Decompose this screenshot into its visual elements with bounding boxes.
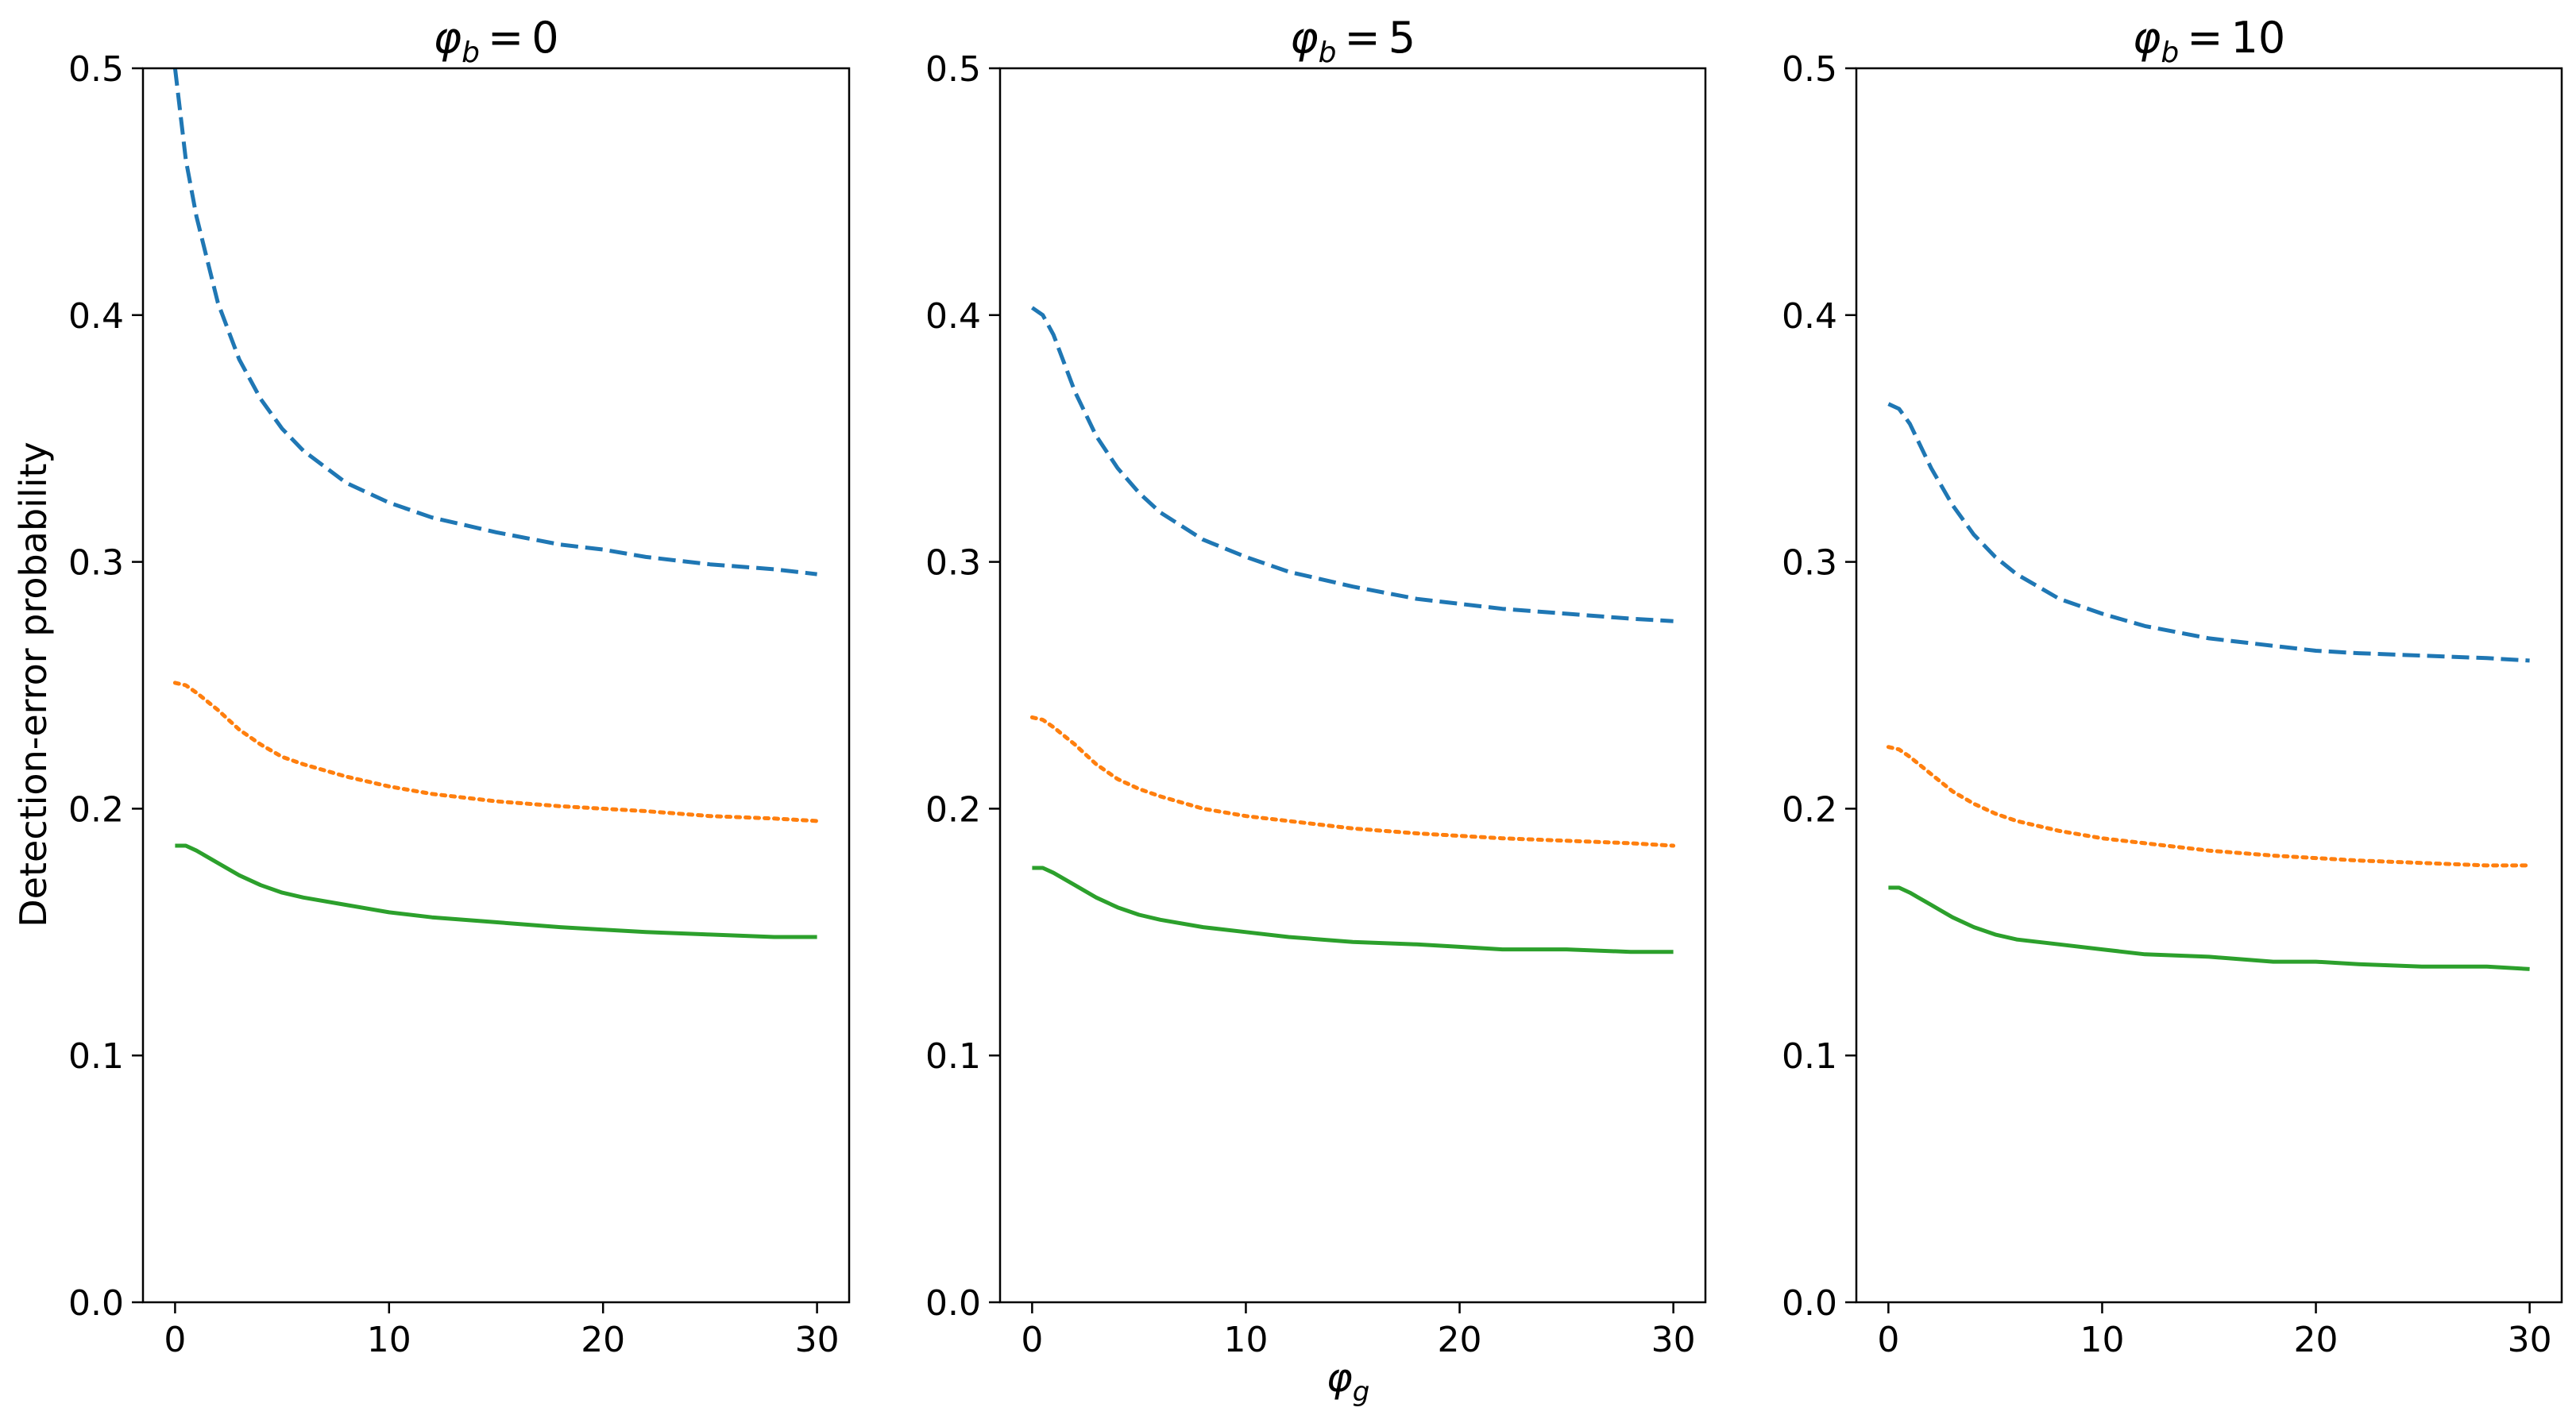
panel-1-ytick-label-0: 0.0 xyxy=(925,1283,981,1324)
panel-2-frame xyxy=(1855,67,2563,1304)
x-axis-label-subscript: g xyxy=(1353,1376,1370,1408)
panel-2-title: φb = 10 xyxy=(2133,13,2285,69)
panel-0-title-symbol: φ xyxy=(433,13,462,63)
panel-2-title-value: 10 xyxy=(2231,13,2286,63)
panel-1-xtick-label-0: 0 xyxy=(1021,1320,1043,1360)
panel-0-title-value: 0 xyxy=(531,13,558,63)
panel-0-xtick-label-0: 0 xyxy=(164,1320,186,1360)
panel-2-xtick-label-2: 20 xyxy=(2294,1320,2338,1360)
panel-1-series-2-line xyxy=(1032,866,1674,954)
panel-0-frame xyxy=(141,67,851,1304)
panel-1: 0.0 0.1 0.2 0.3 0.4 0.5 0 10 20 30 φb = 5 xyxy=(925,13,1707,1360)
panel-2-xtick-label-3: 30 xyxy=(2508,1320,2552,1360)
panel-0-ytick-label-1: 0.1 xyxy=(68,1036,124,1077)
panel-1-series-1-line xyxy=(1029,715,1676,848)
panel-2-series-2-line xyxy=(1888,885,2530,971)
panel-1-ytick-label-5: 0.5 xyxy=(925,49,981,90)
panel-0-series-2-line xyxy=(175,843,817,939)
panel-0-series-0-line xyxy=(172,67,817,576)
panel-2-ytick-label-4: 0.4 xyxy=(1782,296,1837,337)
panel-1-title-equals: = xyxy=(1344,13,1380,63)
panel-1-ytick-label-2: 0.2 xyxy=(925,789,981,830)
panel-0-xtick-label-2: 20 xyxy=(581,1320,625,1360)
panel-2-ytick-label-1: 0.1 xyxy=(1782,1036,1837,1077)
y-axis-label: Detection-error probability xyxy=(12,442,55,927)
panel-0-ytick-label-2: 0.2 xyxy=(68,789,124,830)
panel-1-frame xyxy=(998,67,1707,1304)
panel-2-series-1-line xyxy=(1886,745,2532,868)
panel-2-title-equals: = xyxy=(2187,13,2223,63)
panel-0-title: φb = 0 xyxy=(433,13,558,69)
x-axis-label-symbol: φ xyxy=(1327,1355,1353,1401)
panel-0-xtick-label-1: 10 xyxy=(367,1320,411,1360)
panel-2-ytick-label-5: 0.5 xyxy=(1782,49,1837,90)
panel-2-ytick-label-0: 0.0 xyxy=(1782,1283,1837,1324)
panel-2-xtick-label-0: 0 xyxy=(1877,1320,1899,1360)
panel-0-ytick-label-3: 0.3 xyxy=(68,543,124,584)
panel-1-ytick-label-4: 0.4 xyxy=(925,296,981,337)
panel-0-xtick-label-3: 30 xyxy=(795,1320,840,1360)
panel-0-ytick-label-4: 0.4 xyxy=(68,296,124,337)
panel-0-series-1-line xyxy=(172,681,820,823)
panel-1-title: φb = 5 xyxy=(1290,13,1415,69)
x-axis-label: φg xyxy=(1327,1355,1370,1408)
panel-0-title-subscript: b xyxy=(462,37,480,69)
panel-1-ytick-label-3: 0.3 xyxy=(925,543,981,584)
panel-1-xtick-label-2: 20 xyxy=(1438,1320,1482,1360)
panel-0-ytick-label-5: 0.5 xyxy=(68,49,124,90)
panel-2-ytick-label-3: 0.3 xyxy=(1782,543,1837,584)
panel-0-ytick-label-0: 0.0 xyxy=(68,1283,124,1324)
panel-1-title-symbol: φ xyxy=(1290,13,1319,63)
panel-2-title-symbol: φ xyxy=(2133,13,2161,63)
panel-2-series-0-line xyxy=(1887,402,2530,663)
panel-1-ytick-label-1: 0.1 xyxy=(925,1036,981,1077)
panel-1-title-value: 5 xyxy=(1388,13,1415,63)
panel-1-series-0-line xyxy=(1030,306,1674,623)
panel-0-title-equals: = xyxy=(488,13,523,63)
panel-1-xtick-label-3: 30 xyxy=(1651,1320,1696,1360)
panel-1-xtick-label-1: 10 xyxy=(1223,1320,1268,1360)
panel-1-title-subscript: b xyxy=(1319,37,1337,69)
panel-2-xtick-label-1: 10 xyxy=(2080,1320,2124,1360)
panel-2-title-subscript: b xyxy=(2161,37,2179,69)
panel-2-ytick-label-2: 0.2 xyxy=(1782,789,1837,830)
